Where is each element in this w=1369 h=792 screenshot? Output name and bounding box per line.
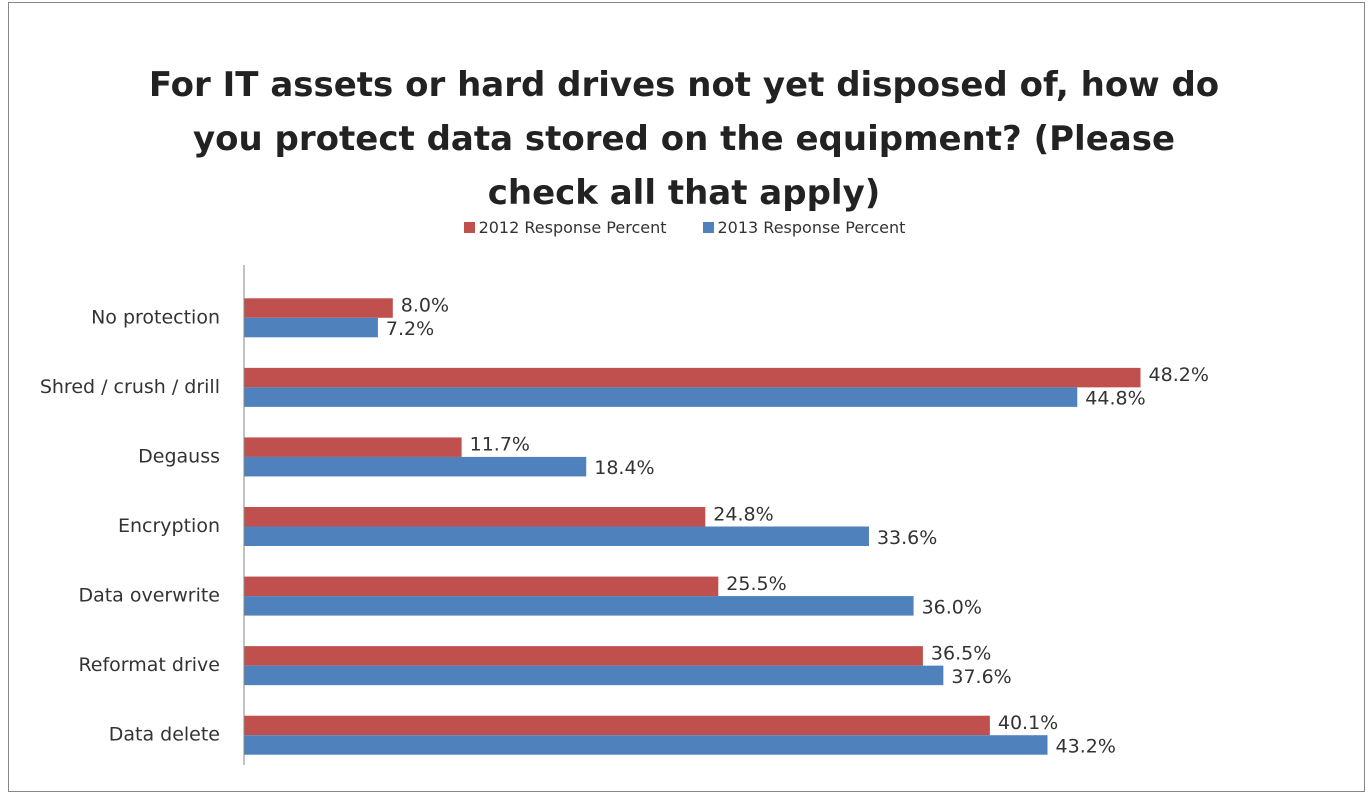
bar bbox=[244, 576, 719, 597]
y-tick-label: Reformat drive bbox=[78, 654, 220, 676]
legend-swatch bbox=[463, 222, 475, 233]
y-tick-label: Shred / crush / drill bbox=[40, 376, 220, 398]
data-label: 40.1% bbox=[998, 712, 1058, 734]
bar bbox=[244, 437, 462, 457]
bar bbox=[244, 735, 1048, 755]
bar bbox=[244, 596, 914, 616]
bar bbox=[244, 715, 990, 736]
y-tick-label: Degauss bbox=[138, 445, 220, 467]
bar bbox=[244, 526, 869, 546]
bar bbox=[244, 367, 1141, 388]
data-label: 48.2% bbox=[1149, 364, 1209, 386]
data-label: 11.7% bbox=[470, 434, 530, 456]
data-label: 43.2% bbox=[1056, 735, 1116, 757]
y-tick-label: Data delete bbox=[109, 724, 220, 746]
data-label: 44.8% bbox=[1085, 388, 1145, 410]
legend-swatch bbox=[702, 222, 714, 233]
data-label: 36.0% bbox=[922, 596, 982, 618]
bar bbox=[244, 317, 378, 338]
legend-label: 2012 Response Percent bbox=[478, 218, 667, 237]
bar bbox=[244, 387, 1078, 407]
legend: 2012 Response Percent 2013 Response Perce… bbox=[0, 218, 1369, 237]
legend-item: 2013 Response Percent bbox=[702, 218, 906, 237]
bar bbox=[244, 456, 587, 477]
data-label: 7.2% bbox=[386, 318, 434, 340]
data-label: 25.5% bbox=[726, 573, 786, 595]
bar bbox=[244, 665, 944, 686]
data-label: 33.6% bbox=[877, 527, 937, 549]
data-label: 8.0% bbox=[401, 295, 449, 317]
data-label: 18.4% bbox=[594, 457, 654, 479]
data-label: 37.6% bbox=[951, 666, 1011, 688]
chart-title: For IT assets or hard drives not yet dis… bbox=[148, 65, 1220, 213]
legend-label: 2013 Response Percent bbox=[717, 218, 906, 237]
bar bbox=[244, 298, 393, 318]
data-label: 36.5% bbox=[931, 642, 991, 664]
bar bbox=[244, 646, 923, 666]
y-tick-label: Encryption bbox=[118, 515, 220, 537]
y-tick-label: No protection bbox=[91, 306, 220, 328]
y-tick-label: Data overwrite bbox=[78, 585, 220, 607]
bar bbox=[244, 507, 706, 527]
data-label: 24.8% bbox=[713, 503, 773, 525]
legend-item: 2012 Response Percent bbox=[463, 218, 667, 237]
